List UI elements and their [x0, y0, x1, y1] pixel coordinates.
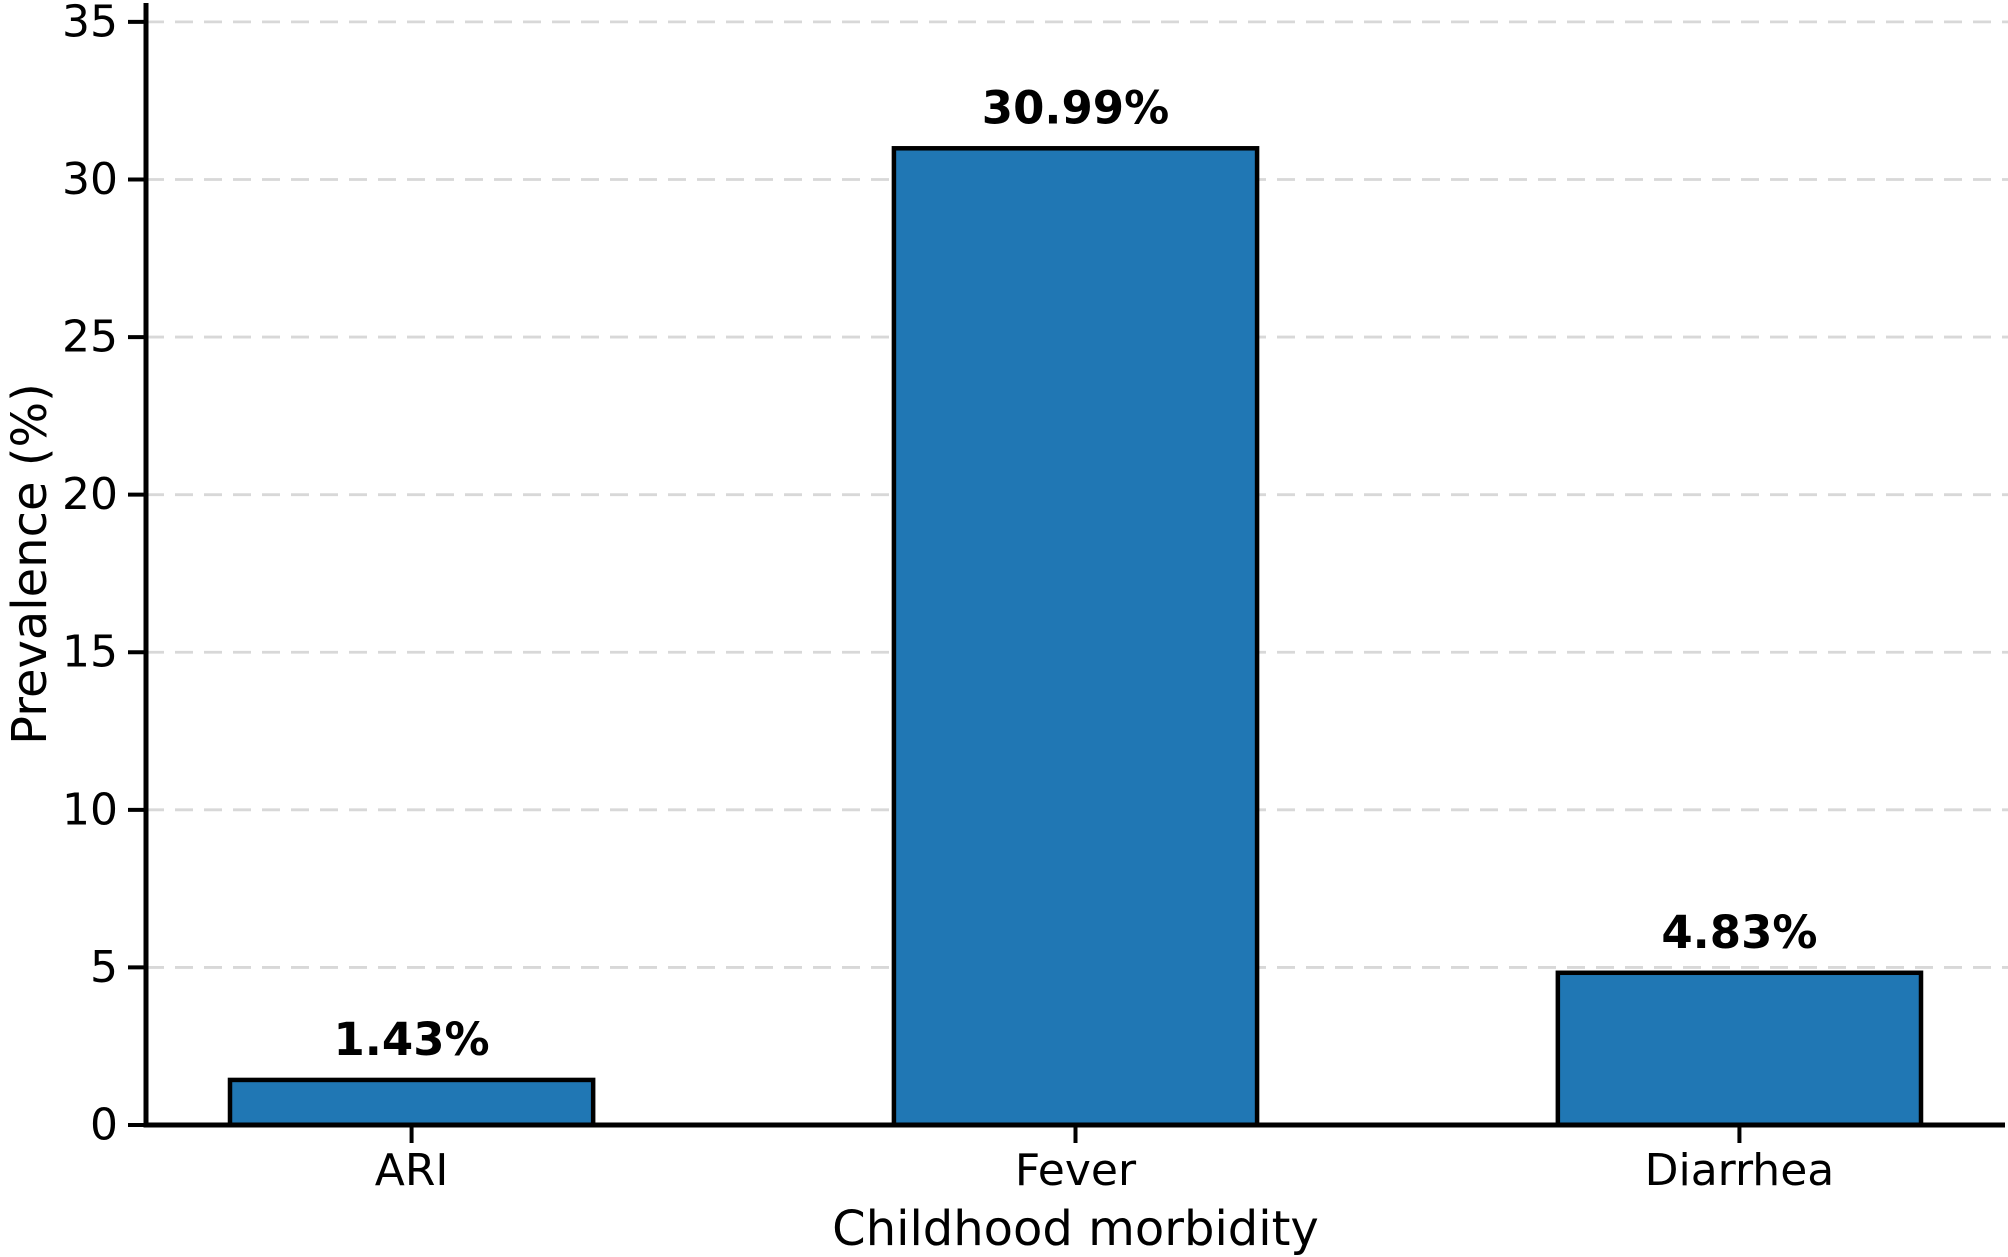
x-tick-label-fever: Fever	[1015, 1145, 1137, 1196]
bar-value-label: 4.83%	[1661, 906, 1817, 959]
bar-diarrhea	[1555, 970, 1924, 1128]
y-tick-label: 0	[90, 1100, 118, 1151]
y-tick-label: 30	[62, 154, 118, 205]
bar-ari	[227, 1077, 596, 1128]
bar-value-label: 30.99%	[982, 81, 1169, 134]
bar-value-label: 1.43%	[334, 1013, 490, 1066]
x-tick-label-diarrhea: Diarrhea	[1645, 1145, 1835, 1196]
y-axis-title: Prevalence (%)	[2, 383, 58, 745]
bar-fever	[891, 146, 1260, 1128]
y-tick-label: 35	[62, 0, 118, 47]
x-axis-title: Childhood morbidity	[832, 1201, 1319, 1257]
y-tick-label: 5	[90, 942, 118, 993]
y-tick-label: 10	[62, 784, 118, 835]
x-tick-label-ari: ARI	[375, 1145, 449, 1196]
y-tick-label: 20	[62, 469, 118, 520]
y-tick-label: 15	[62, 627, 118, 678]
y-tick-label: 25	[62, 312, 118, 363]
